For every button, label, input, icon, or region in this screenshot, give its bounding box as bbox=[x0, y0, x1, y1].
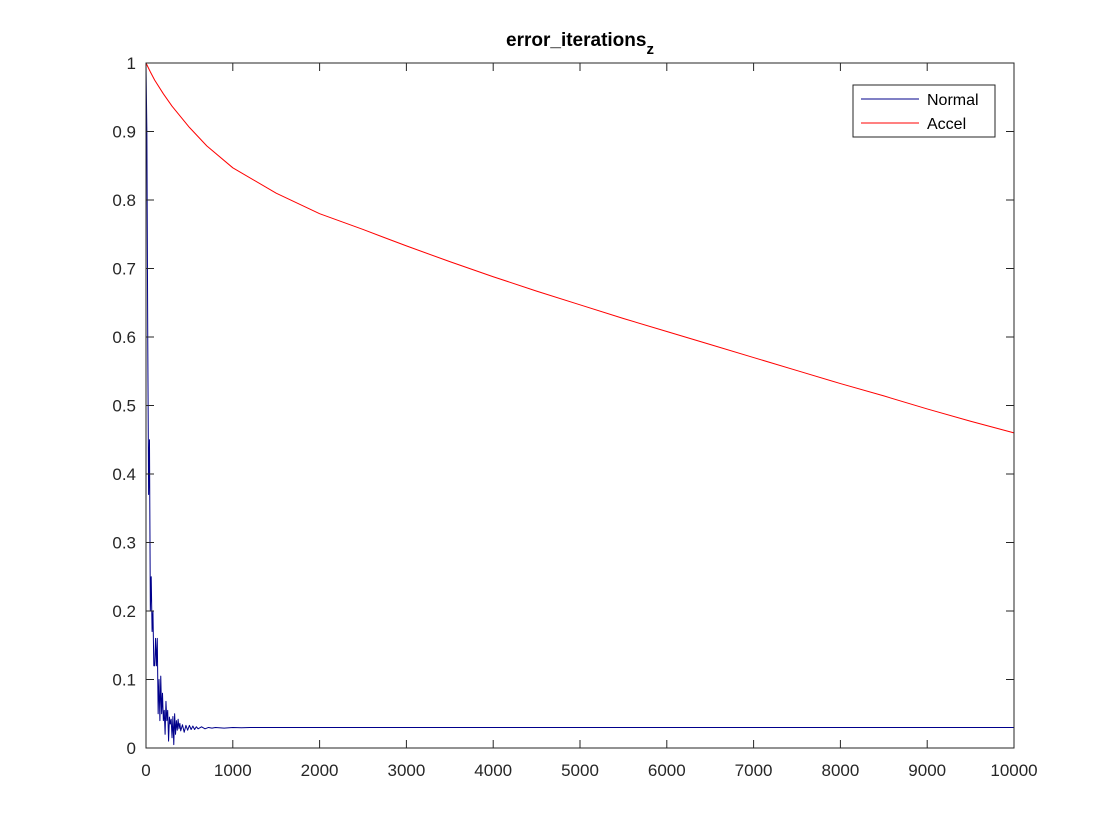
legend-label-normal: Normal bbox=[927, 92, 979, 109]
x-tick-label: 9000 bbox=[908, 761, 946, 780]
y-tick-label: 0.7 bbox=[112, 260, 136, 279]
x-tick-label: 8000 bbox=[821, 761, 859, 780]
y-tick-label: 0.4 bbox=[112, 465, 136, 484]
x-tick-label: 6000 bbox=[648, 761, 686, 780]
chart-title: error_iterationsz bbox=[506, 30, 654, 58]
y-tick-label: 0 bbox=[127, 739, 136, 758]
y-tick-label: 0.1 bbox=[112, 671, 136, 690]
y-tick-label: 1 bbox=[127, 54, 136, 73]
legend-label-accel: Accel bbox=[927, 116, 966, 133]
y-tick-label: 0.6 bbox=[112, 328, 136, 347]
plot-background bbox=[146, 63, 1014, 748]
chart-title-subscript: z bbox=[646, 41, 654, 58]
y-tick-label: 0.3 bbox=[112, 534, 136, 553]
y-tick-label: 0.5 bbox=[112, 397, 136, 416]
y-tick-label: 0.2 bbox=[112, 602, 136, 621]
plot-area bbox=[145, 62, 1015, 748]
chart-title-main: error_iterations bbox=[506, 30, 646, 51]
y-tick-label: 0.9 bbox=[112, 123, 136, 142]
series-line-normal bbox=[145, 62, 1014, 746]
x-tick-label: 10000 bbox=[990, 761, 1037, 780]
x-tick-label: 0 bbox=[141, 761, 150, 780]
series-line-accel bbox=[145, 62, 1015, 434]
x-tick-label: 5000 bbox=[561, 761, 599, 780]
axes: 0 1000 2000 3000 4000 5000 6000 7000 8000 9000 100… bbox=[112, 54, 1037, 780]
x-tick-label: 2000 bbox=[301, 761, 339, 780]
x-tick-label: 7000 bbox=[735, 761, 773, 780]
x-tick-label: 1000 bbox=[214, 761, 252, 780]
x-tick-label: 4000 bbox=[474, 761, 512, 780]
y-tick-label: 0.8 bbox=[112, 191, 136, 210]
legend: Normal Accel bbox=[852, 84, 996, 138]
x-tick-label: 3000 bbox=[387, 761, 425, 780]
legend-box bbox=[852, 84, 996, 138]
